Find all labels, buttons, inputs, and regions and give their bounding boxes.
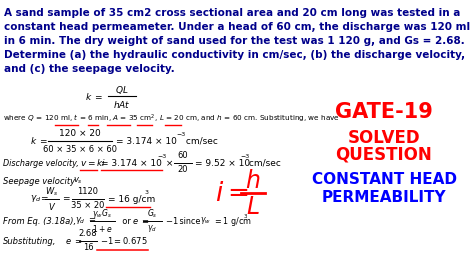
Text: = 16 g/cm: = 16 g/cm [108, 194, 155, 203]
Text: 60: 60 [178, 152, 188, 160]
Text: where $Q$ = 120 ml, $t$ = 6 min, $A$ = 35 cm$^2$, $L$ = 20 cm, and $h$ = 60 cm. : where $Q$ = 120 ml, $t$ = 6 min, $A$ = 3… [3, 113, 340, 125]
Text: Discharge velocity,: Discharge velocity, [3, 159, 79, 168]
Text: SOLVED: SOLVED [348, 129, 420, 147]
Text: ×: × [163, 159, 173, 168]
Text: A sand sample of 35 cm2 cross sectional area and 20 cm long was tested in a: A sand sample of 35 cm2 cross sectional … [4, 8, 460, 18]
Text: cm/sec: cm/sec [246, 159, 281, 168]
Text: $\gamma_w$: $\gamma_w$ [200, 215, 211, 227]
Text: $L$: $L$ [246, 195, 260, 219]
Text: −3: −3 [176, 132, 185, 138]
Text: cm/sec: cm/sec [183, 136, 218, 146]
Text: $1+e$: $1+e$ [91, 222, 112, 234]
Text: since: since [177, 217, 201, 226]
Text: $k\ =\ $: $k\ =\ $ [85, 92, 103, 102]
Text: $hAt$: $hAt$ [113, 98, 131, 110]
Text: $-1$: $-1$ [165, 215, 179, 227]
Text: Determine (a) the hydraulic conductivity in cm/sec, (b) the discharge velocity,: Determine (a) the hydraulic conductivity… [4, 50, 465, 60]
Text: 3: 3 [244, 214, 247, 218]
Text: $\gamma_w G_s$: $\gamma_w G_s$ [92, 207, 112, 221]
Text: GATE-19: GATE-19 [335, 102, 433, 122]
Text: 2.68: 2.68 [79, 230, 97, 239]
Text: $W_s$: $W_s$ [46, 186, 59, 198]
Text: and (c) the seepage velocity.: and (c) the seepage velocity. [4, 64, 175, 74]
Text: 120 × 20: 120 × 20 [59, 128, 101, 138]
Text: =: = [40, 194, 47, 203]
Text: $= 1$ g/cm: $= 1$ g/cm [213, 214, 252, 227]
Text: $v = ki$: $v = ki$ [80, 157, 106, 168]
Text: $v_s$: $v_s$ [73, 176, 83, 186]
Text: = 3.174 × 10: = 3.174 × 10 [116, 136, 177, 146]
Text: 60 × 35 × 6 × 60: 60 × 35 × 6 × 60 [43, 146, 117, 155]
Text: $h$: $h$ [246, 169, 261, 193]
Text: or: or [117, 217, 131, 226]
Text: $e\ =$: $e\ =$ [65, 236, 82, 246]
Text: $i=$: $i=$ [215, 181, 249, 207]
Text: 35 × 20: 35 × 20 [71, 202, 105, 210]
Text: $V$: $V$ [48, 201, 56, 211]
Text: Substituting,: Substituting, [3, 236, 56, 246]
Text: $e\ =$: $e\ =$ [132, 217, 150, 226]
Text: 3: 3 [145, 190, 149, 196]
Text: Seepage velocity: Seepage velocity [3, 177, 78, 185]
Text: 1120: 1120 [78, 188, 99, 197]
Text: $\gamma_d\ =$: $\gamma_d\ =$ [75, 215, 96, 227]
Text: $- 1 = 0.675$: $- 1 = 0.675$ [100, 235, 148, 247]
Text: 16: 16 [82, 243, 93, 252]
Text: QUESTION: QUESTION [336, 146, 432, 164]
Text: =: = [62, 194, 70, 203]
Text: From Eq. (3.18a),: From Eq. (3.18a), [3, 217, 76, 226]
Text: = 3.174 × 10: = 3.174 × 10 [101, 159, 162, 168]
Text: $k\ =\ $: $k\ =\ $ [30, 135, 48, 147]
Text: PERMEABILITY: PERMEABILITY [322, 190, 447, 206]
Text: $G_s$: $G_s$ [146, 208, 157, 220]
Text: in 6 min. The dry weight of sand used for the test was 1 120 g, and Gs = 2.68.: in 6 min. The dry weight of sand used fo… [4, 36, 465, 46]
Text: −3: −3 [157, 155, 166, 160]
Text: CONSTANT HEAD: CONSTANT HEAD [311, 172, 456, 188]
Text: 20: 20 [178, 165, 188, 174]
Text: $\gamma_d$: $\gamma_d$ [147, 222, 157, 234]
Text: $\gamma_d$: $\gamma_d$ [30, 193, 41, 205]
Text: constant head permeameter. Under a head of 60 cm, the discharge was 120 ml: constant head permeameter. Under a head … [4, 22, 470, 32]
Text: = 9.52 × 10: = 9.52 × 10 [195, 159, 250, 168]
Text: −3: −3 [240, 155, 249, 160]
Text: $QL$: $QL$ [115, 84, 129, 96]
